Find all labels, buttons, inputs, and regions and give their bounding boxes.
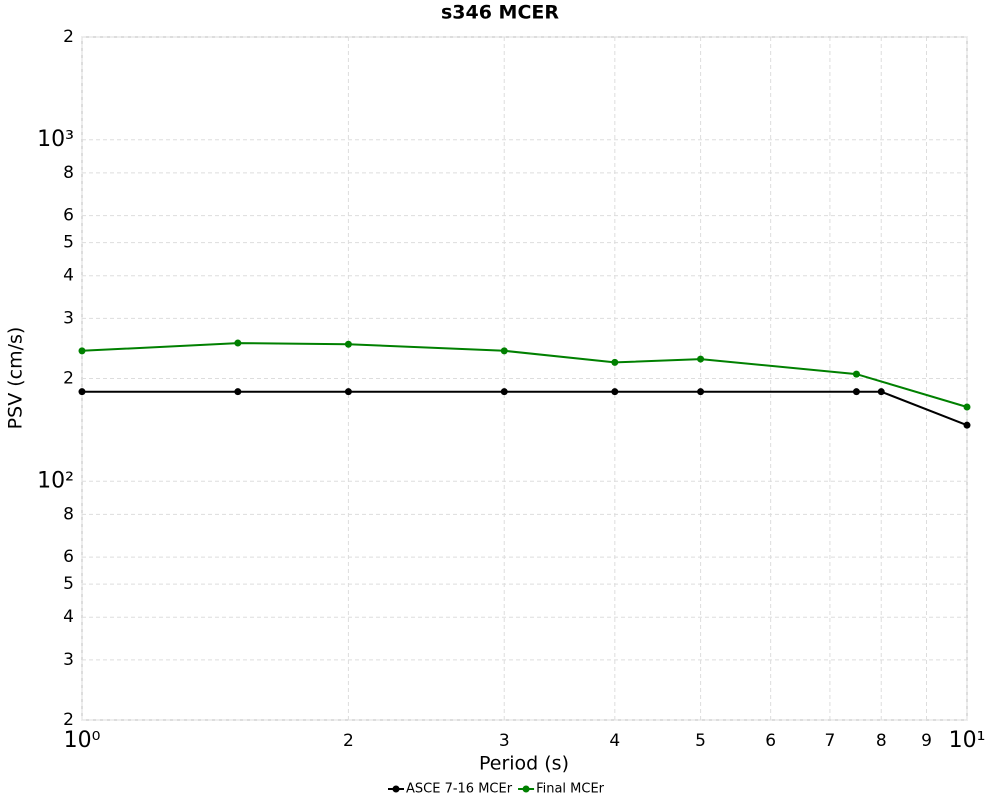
x-tick-label: 10¹ — [949, 728, 986, 753]
point — [697, 388, 705, 396]
y-tick-label: 5 — [63, 574, 74, 594]
point — [852, 370, 860, 378]
y-tick-label: 5 — [63, 233, 74, 253]
point — [697, 355, 705, 363]
point — [852, 388, 860, 396]
legend-marker — [392, 785, 400, 793]
point — [78, 388, 86, 396]
x-axis-label: Period (s) — [479, 753, 569, 775]
x-tick-label: 3 — [499, 731, 510, 751]
point — [963, 403, 971, 411]
point — [234, 388, 242, 396]
y-tick-label: 3 — [63, 308, 74, 328]
x-tick-label: 8 — [876, 731, 887, 751]
y-tick-label: 2 — [63, 710, 74, 730]
chart-title: s346 MCER — [441, 2, 559, 24]
legend-marker — [522, 785, 530, 793]
series-line — [81, 342, 968, 408]
y-tick-label: 10³ — [37, 127, 74, 152]
point — [78, 347, 86, 355]
point — [500, 347, 508, 355]
y-tick-label: 8 — [63, 163, 74, 183]
y-tick-label: 3 — [63, 650, 74, 670]
y-tick-label: 2 — [63, 27, 74, 47]
point — [234, 339, 242, 347]
x-tick-label: 6 — [765, 731, 776, 751]
point — [963, 421, 971, 429]
y-tick-label: 10² — [37, 468, 74, 493]
point — [877, 388, 885, 396]
y-tick-label: 2 — [63, 369, 74, 389]
y-tick-label: 4 — [63, 607, 74, 627]
x-tick-label: 9 — [921, 731, 932, 751]
y-tick-label: 8 — [63, 504, 74, 524]
y-tick-label: 6 — [63, 206, 74, 226]
x-tick-label: 2 — [343, 731, 354, 751]
y-tick-label: 6 — [63, 547, 74, 567]
legend-label: Final MCEr — [536, 782, 605, 797]
x-tick-label: 5 — [695, 731, 706, 751]
point — [611, 388, 619, 396]
point — [611, 358, 619, 366]
point — [344, 340, 352, 348]
x-tick-label: 7 — [824, 731, 835, 751]
y-axis-label: PSV (cm/s) — [5, 327, 27, 430]
point — [344, 388, 352, 396]
x-tick-label: 10⁰ — [64, 728, 101, 753]
legend-label: ASCE 7-16 MCEr — [406, 782, 513, 797]
x-tick-label: 4 — [609, 731, 620, 751]
point — [500, 388, 508, 396]
y-tick-label: 4 — [63, 266, 74, 286]
